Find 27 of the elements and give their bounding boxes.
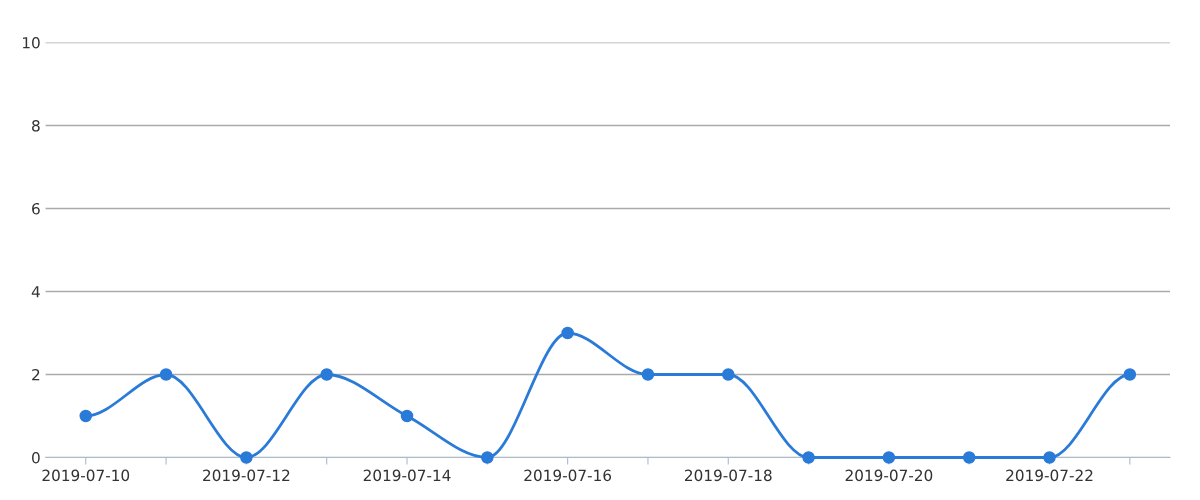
y-tick-label: 8 [32, 119, 40, 132]
point [320, 368, 333, 381]
x-tick-label: 2019-07-14 [363, 469, 451, 482]
point [400, 409, 414, 423]
y-tick-label: 0 [32, 451, 40, 464]
x-tick-label: 2019-07-20 [845, 469, 933, 482]
point [802, 451, 815, 464]
point [882, 451, 896, 464]
point [240, 451, 253, 464]
point [79, 409, 93, 423]
point [641, 368, 655, 381]
x-tick-label: 2019-07-10 [42, 469, 130, 482]
x-tick-label: 2019-07-22 [1006, 469, 1093, 482]
y-tick-label: 4 [31, 286, 40, 298]
point [722, 368, 735, 381]
x-tick-label: 2019-07-16 [524, 469, 612, 482]
point [481, 451, 494, 464]
y-tick-label: 6 [32, 202, 40, 215]
x-tick-label: 2019-07-12 [203, 469, 290, 482]
point [962, 451, 976, 464]
x-tick-label: 2019-07-18 [685, 469, 772, 482]
y-tick-label: 10 [22, 36, 40, 49]
point [1123, 368, 1137, 381]
point [159, 368, 173, 381]
y-tick-label: 2 [32, 368, 40, 381]
point [1043, 451, 1056, 464]
point [561, 326, 574, 340]
